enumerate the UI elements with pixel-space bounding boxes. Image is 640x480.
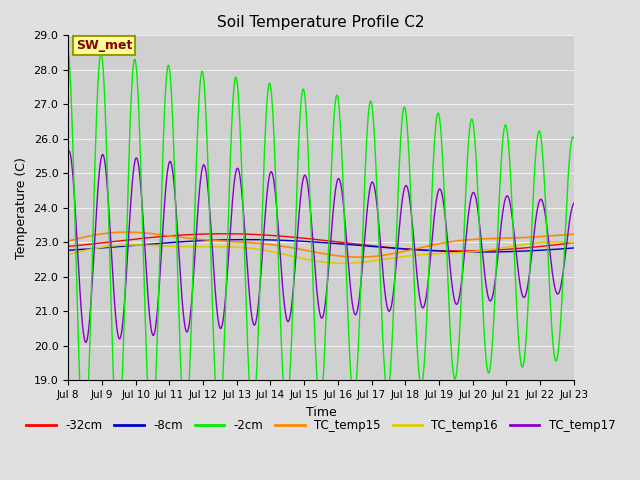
TC_temp17 [570, 200, 578, 206]
-32cm [463, 248, 470, 254]
-8cm [478, 249, 486, 255]
TC_temp15 [90, 232, 98, 238]
-2cm [80, 442, 88, 448]
TC_temp17 [64, 149, 72, 155]
TC_temp17 [82, 339, 90, 345]
TC_temp17 [310, 260, 318, 265]
Legend: -32cm, -8cm, -2cm, TC_temp15, TC_temp16, TC_temp17: -32cm, -8cm, -2cm, TC_temp15, TC_temp16,… [22, 414, 620, 437]
-2cm [556, 337, 563, 343]
-32cm [297, 235, 305, 241]
-8cm [64, 247, 72, 253]
TC_temp17 [463, 227, 470, 233]
Line: -32cm: -32cm [68, 234, 574, 251]
-2cm [297, 102, 305, 108]
TC_temp15 [463, 237, 470, 243]
Line: TC_temp16: TC_temp16 [68, 242, 574, 264]
-8cm [570, 245, 578, 251]
TC_temp15 [64, 238, 72, 244]
-8cm [297, 238, 305, 244]
-32cm [556, 241, 563, 247]
-32cm [90, 241, 98, 247]
TC_temp15 [355, 254, 363, 260]
TC_temp16 [310, 258, 318, 264]
TC_temp16 [463, 249, 470, 255]
X-axis label: Time: Time [305, 406, 337, 419]
TC_temp16 [64, 252, 72, 257]
TC_temp15 [570, 231, 578, 237]
TC_temp17 [65, 148, 73, 154]
-8cm [556, 246, 563, 252]
TC_temp15 [556, 232, 563, 238]
Line: TC_temp15: TC_temp15 [68, 232, 574, 257]
-2cm [64, 47, 72, 53]
TC_temp16 [297, 255, 305, 261]
-8cm [90, 246, 98, 252]
-32cm [456, 248, 463, 254]
TC_temp16 [556, 239, 563, 245]
-2cm [463, 173, 470, 179]
-8cm [243, 237, 250, 242]
TC_temp17 [556, 288, 563, 294]
-2cm [556, 340, 563, 346]
TC_temp16 [550, 239, 558, 245]
-2cm [310, 317, 318, 323]
-32cm [220, 231, 228, 237]
TC_temp17 [91, 241, 99, 247]
Title: Soil Temperature Profile C2: Soil Temperature Profile C2 [217, 15, 425, 30]
TC_temp16 [339, 261, 347, 266]
Text: SW_met: SW_met [76, 39, 132, 52]
Line: -2cm: -2cm [68, 50, 574, 445]
-8cm [310, 239, 318, 245]
TC_temp17 [556, 289, 563, 295]
Line: -8cm: -8cm [68, 240, 574, 252]
TC_temp16 [90, 246, 98, 252]
TC_temp15 [122, 229, 130, 235]
TC_temp15 [556, 232, 563, 238]
TC_temp15 [297, 247, 305, 252]
TC_temp17 [297, 190, 305, 195]
TC_temp16 [570, 240, 578, 246]
-2cm [90, 187, 98, 192]
TC_temp15 [310, 249, 318, 255]
TC_temp16 [556, 239, 563, 245]
-2cm [570, 135, 578, 141]
-8cm [463, 249, 470, 255]
-8cm [556, 246, 563, 252]
-32cm [310, 237, 318, 242]
-32cm [556, 241, 563, 247]
Y-axis label: Temperature (C): Temperature (C) [15, 157, 28, 259]
-32cm [64, 244, 72, 250]
-32cm [570, 240, 578, 246]
Line: TC_temp17: TC_temp17 [68, 151, 574, 342]
